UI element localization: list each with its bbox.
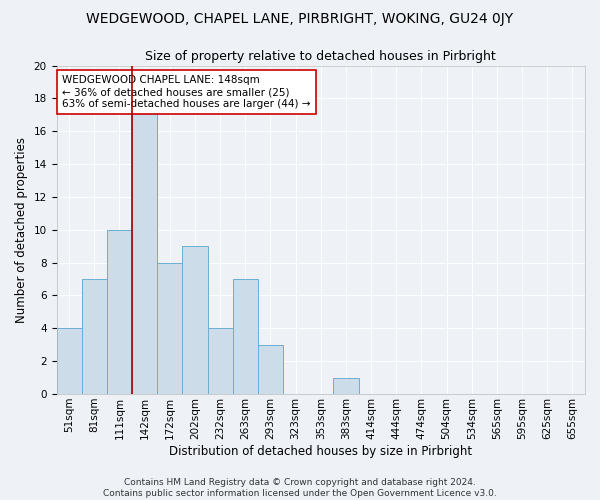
Bar [157,262,182,394]
Bar [132,82,157,394]
Bar [258,345,283,394]
Bar [107,230,132,394]
Text: WEDGEWOOD, CHAPEL LANE, PIRBRIGHT, WOKING, GU24 0JY: WEDGEWOOD, CHAPEL LANE, PIRBRIGHT, WOKIN… [86,12,514,26]
Text: WEDGEWOOD CHAPEL LANE: 148sqm
← 36% of detached houses are smaller (25)
63% of s: WEDGEWOOD CHAPEL LANE: 148sqm ← 36% of d… [62,76,310,108]
Bar [82,279,107,394]
Bar [233,279,258,394]
Y-axis label: Number of detached properties: Number of detached properties [15,137,28,323]
Bar [334,378,359,394]
Text: Contains HM Land Registry data © Crown copyright and database right 2024.
Contai: Contains HM Land Registry data © Crown c… [103,478,497,498]
Bar [182,246,208,394]
Bar [208,328,233,394]
X-axis label: Distribution of detached houses by size in Pirbright: Distribution of detached houses by size … [169,444,472,458]
Title: Size of property relative to detached houses in Pirbright: Size of property relative to detached ho… [145,50,496,63]
Bar [56,328,82,394]
